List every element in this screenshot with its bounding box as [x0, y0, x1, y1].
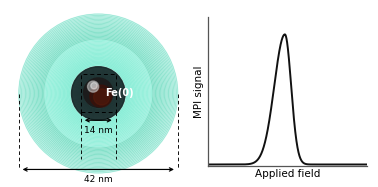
Circle shape	[91, 82, 97, 89]
Circle shape	[71, 67, 125, 120]
Circle shape	[94, 89, 110, 105]
Circle shape	[19, 14, 178, 173]
Text: Fe(0): Fe(0)	[105, 88, 134, 98]
Text: 42 nm: 42 nm	[84, 175, 113, 184]
Circle shape	[84, 78, 113, 107]
X-axis label: Applied field: Applied field	[255, 169, 320, 179]
Circle shape	[19, 14, 178, 173]
Circle shape	[88, 81, 99, 92]
Circle shape	[90, 85, 112, 107]
Y-axis label: MPI signal: MPI signal	[194, 65, 204, 118]
Text: 14 nm: 14 nm	[84, 126, 113, 135]
